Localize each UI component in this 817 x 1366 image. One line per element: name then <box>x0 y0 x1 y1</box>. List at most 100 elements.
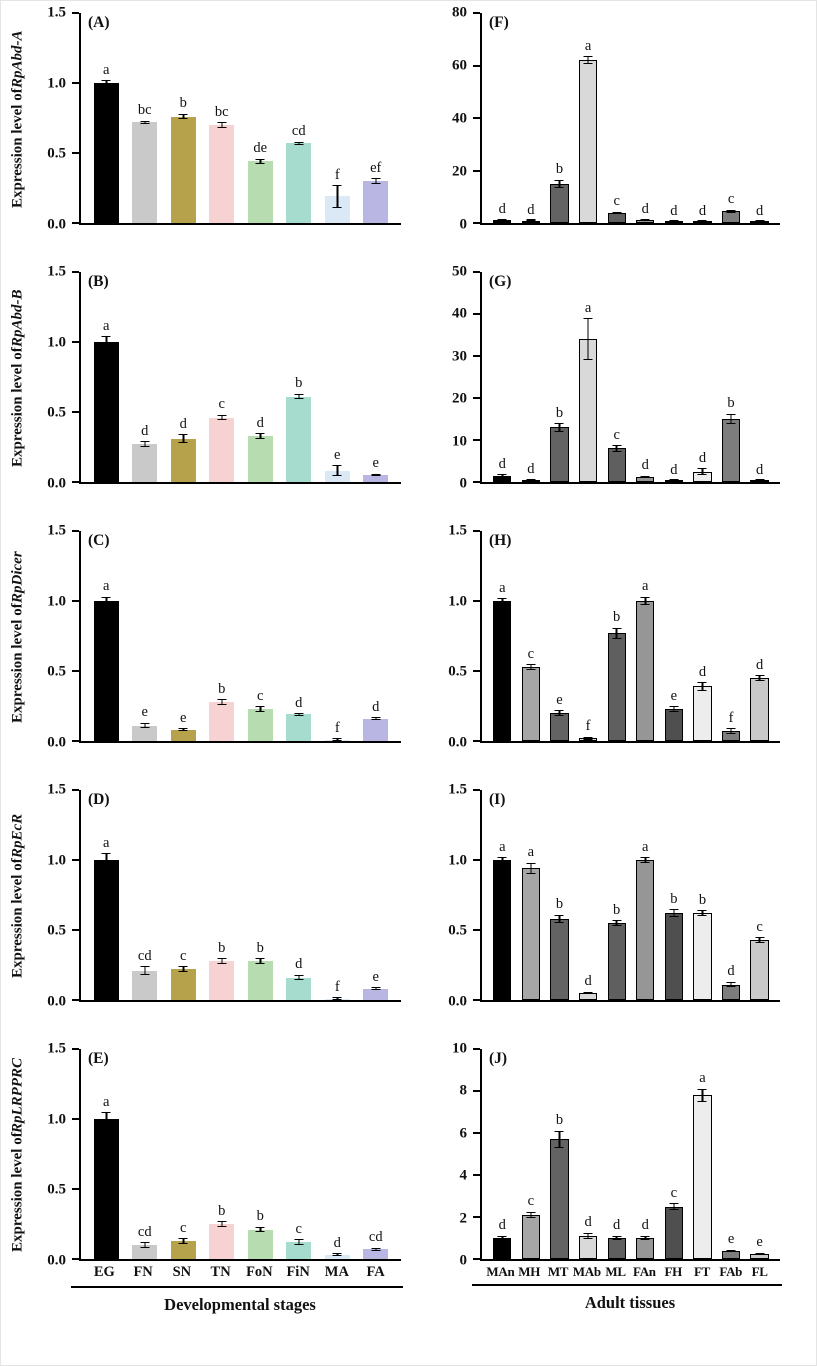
bar-slot: c <box>241 531 280 741</box>
y-tick-label: 1.0 <box>47 593 66 610</box>
error-bar-line <box>182 729 184 731</box>
panel-body: 0 20 40 60 80 (F) d d b a c d d d c d <box>434 5 780 232</box>
sig-letter: e <box>727 1231 735 1248</box>
y-tick-mark <box>72 999 79 1001</box>
y-tick-mark <box>473 169 480 172</box>
bar <box>550 1139 569 1259</box>
x-tick-label: FH <box>664 1264 682 1279</box>
bar <box>521 666 541 741</box>
sig-letter: b <box>555 161 564 178</box>
bar <box>607 1238 626 1259</box>
error-bar <box>497 857 507 863</box>
y-axis: 0 10 20 30 40 50 <box>434 264 480 491</box>
error-bar <box>140 722 150 729</box>
sig-letter: d <box>333 1234 341 1251</box>
bar-slot: cd <box>126 790 165 1000</box>
bar-slot: d <box>745 272 774 482</box>
x-tick-label: FAn <box>633 1264 656 1279</box>
figure-grid: Expression level of RpAbd-A 0.0 0.5 1.0 1.5 (… <box>1 5 816 1315</box>
sig-letter: e <box>334 446 341 463</box>
plot-column: (D) a cd c b b d f e <box>72 789 401 1002</box>
plot-column: (C) a e e b c d f d <box>72 530 401 743</box>
y-tick-label: 8 <box>459 1082 468 1099</box>
bar-slot: a <box>574 13 603 223</box>
bar-slot: e <box>318 272 357 482</box>
bar <box>550 427 569 482</box>
plot-area: (H) a c e f b a e d f d <box>473 530 780 743</box>
bar <box>750 678 769 741</box>
error-bar <box>612 627 622 639</box>
x-tick-label: MAn <box>486 1264 515 1279</box>
sig-letter: f <box>334 166 340 183</box>
error-bar-line <box>701 911 704 915</box>
y-tick-label: 20 <box>452 163 467 180</box>
bar <box>286 1242 312 1259</box>
sig-letter: cd <box>368 1229 383 1246</box>
sig-letter: d <box>756 461 764 478</box>
bar-slot: c <box>602 272 631 482</box>
bar <box>493 860 512 1000</box>
y-tick-mark <box>473 1258 480 1260</box>
bar <box>363 718 389 741</box>
error-bar <box>612 920 622 926</box>
panel-row: Expression level of RpEcR 0.0 0.5 1.0 1.5 (D)… <box>1 782 816 1009</box>
panel-E: Expression level of RpLRPPRC 0.0 0.5 1.0 1.5… <box>3 1041 408 1315</box>
y-tick-mark <box>72 81 79 84</box>
plot-area: (F) d d b a c d d d c d <box>473 12 780 225</box>
plot-column: (F) d d b a c d d d c d <box>473 12 780 225</box>
error-bar <box>294 1239 304 1245</box>
error-bar <box>497 1235 507 1241</box>
error-bar <box>140 1242 150 1248</box>
sig-letter: d <box>584 1214 592 1231</box>
error-bar-line <box>259 959 261 963</box>
bar-slot: d <box>574 790 603 1000</box>
bar <box>170 1240 196 1259</box>
panel-F: 0 20 40 60 80 (F) d d b a c d d d c d <box>414 5 806 232</box>
y-tick-label: 30 <box>452 348 467 365</box>
sig-letter: a <box>499 838 506 855</box>
bar-slot: e <box>745 1049 774 1259</box>
error-bar <box>140 120 150 124</box>
bars: a c e f b a e d f d <box>482 531 780 741</box>
y-tick-label: 0.0 <box>47 216 66 233</box>
y-tick-mark <box>72 222 79 224</box>
error-bar <box>526 219 536 222</box>
sig-letter: f <box>334 978 340 995</box>
bar-slot: b <box>203 790 242 1000</box>
sig-letter: b <box>727 395 735 412</box>
y-axis-label: Expression level of RpAbd-B <box>3 272 33 484</box>
y-tick-label: 0.0 <box>47 993 66 1010</box>
y-tick-label: 1.5 <box>448 781 467 798</box>
y-tick-mark <box>72 481 79 483</box>
error-bar <box>697 219 707 222</box>
bar-slot: d <box>280 790 319 1000</box>
error-bar <box>583 1232 593 1240</box>
panel-tag: (J) <box>489 1050 508 1067</box>
y-tick-mark <box>473 271 480 273</box>
panel-body: 0.0 0.5 1.0 1.5 (C) a e e b c d f d <box>33 523 401 750</box>
sig-letter: b <box>295 375 303 392</box>
error-bar-line <box>105 81 107 85</box>
sig-letter: cd <box>137 947 152 964</box>
panel-J: 0 2 4 6 8 10 (J) d c b d d d c a e e MAn MH MT MAb ML FAn FH FT F… <box>414 1041 806 1315</box>
sig-letter: b <box>256 1208 264 1225</box>
y-tick-mark <box>72 1187 79 1190</box>
y-tick-mark <box>72 1048 79 1050</box>
y-tick-mark <box>473 999 480 1001</box>
error-bar <box>669 909 679 918</box>
bar-slot: de <box>241 13 280 223</box>
y-tick-mark <box>473 222 480 224</box>
error-bar <box>697 1088 707 1102</box>
y-tick-label: 0 <box>459 475 468 492</box>
error-bar-line <box>673 910 675 917</box>
bars: a cd c b b d f e <box>81 790 401 1000</box>
error-bar <box>101 853 111 867</box>
panel-body: 0 2 4 6 8 10 (J) d c b d d d c a e e MAn MH MT MAb ML FAn FH FT F… <box>434 1041 782 1315</box>
bar-slot: d <box>688 272 717 482</box>
error-bar-line <box>221 700 223 704</box>
error-bar <box>178 113 188 120</box>
bar-slot: a <box>574 272 603 482</box>
panel-row: Expression level of RpDicer 0.0 0.5 1.0 1.5 (… <box>1 523 816 750</box>
error-bar-line <box>558 1131 561 1147</box>
